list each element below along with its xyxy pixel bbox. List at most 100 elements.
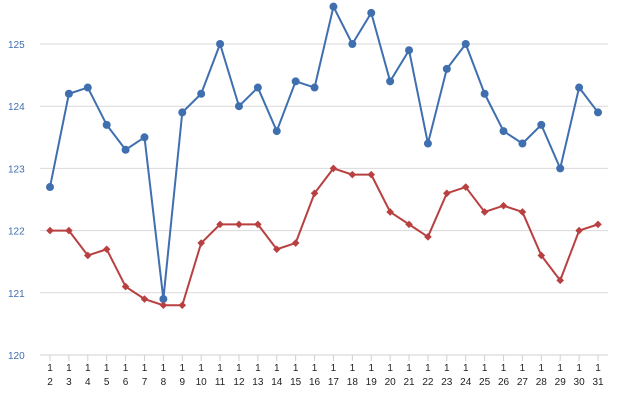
series-1-point	[46, 183, 54, 192]
series-2-point	[461, 183, 470, 191]
series-2-point	[310, 189, 319, 198]
y-tick-label: 124	[8, 102, 25, 113]
x-tick-label: 1 21	[403, 363, 415, 388]
series-1-point	[442, 64, 451, 73]
x-tick-label: 1 23	[441, 363, 453, 388]
series-1-point	[480, 89, 489, 98]
series-1-point	[64, 89, 73, 98]
y-axis: 120 121 122 123 124 125	[8, 40, 25, 362]
x-tick-label: 1 22	[422, 363, 434, 388]
x-tick-label: 1 10	[196, 363, 208, 388]
series-2-point	[424, 233, 432, 241]
x-tick-label: 1 19	[366, 363, 378, 388]
x-tick-label: 1 17	[328, 363, 340, 388]
series-2-point	[443, 189, 451, 198]
x-tick-label: 1 25	[479, 363, 491, 388]
series-2-point	[254, 220, 262, 229]
series-2-point	[102, 245, 111, 254]
series-2-line	[50, 167, 599, 307]
series-2-point	[575, 226, 583, 235]
y-tick-label: 120	[8, 351, 25, 362]
series-2-point	[537, 251, 546, 260]
y-tick-label: 123	[8, 164, 25, 175]
x-axis: 1 2 1 3 1 4 1 5 1 6 1 7 1 8 1 9 1 10 1 11 1 12 1 13 1 14 1 15 1 16 1 17…	[47, 355, 604, 388]
x-tick-label: 1 13	[252, 363, 264, 388]
series-1-point	[537, 120, 546, 129]
x-tick-label: 1 12	[233, 363, 245, 388]
x-tick-label: 1 20	[385, 363, 397, 388]
series-1-point	[310, 83, 319, 92]
series-1-point	[518, 139, 527, 148]
series-2-point	[499, 201, 508, 210]
y-tick-label: 125	[8, 40, 25, 51]
series-1-point	[386, 77, 395, 86]
x-tick-label: 1 29	[555, 363, 567, 388]
series-1-point	[575, 83, 584, 92]
series-1-line	[49, 5, 599, 301]
series-1-point	[594, 108, 602, 117]
series-2-point	[197, 239, 205, 247]
series-2-point	[348, 170, 357, 179]
series-1-point	[272, 127, 281, 136]
y-tick-label: 121	[8, 289, 25, 300]
series-2-point	[121, 282, 130, 291]
series-2-point	[518, 208, 527, 216]
x-tick-label: 1 30	[574, 363, 586, 388]
series-1-point	[197, 89, 206, 98]
x-tick-label: 1 28	[536, 363, 548, 388]
series-1-point	[423, 139, 432, 148]
series-2-point	[480, 208, 489, 216]
series-2-point	[386, 208, 394, 216]
series-1-point	[348, 40, 357, 48]
series-1-point	[178, 108, 187, 117]
series-1-point	[216, 40, 225, 48]
x-tick-label: 1 27	[517, 363, 529, 388]
series-2-point	[159, 301, 168, 310]
series-2-point	[405, 220, 413, 229]
series-1-point	[121, 145, 130, 154]
series-1-point	[102, 120, 111, 129]
x-tick-label: 1 18	[347, 363, 359, 388]
series-1-point	[291, 77, 300, 86]
series-2-point	[329, 164, 338, 173]
series-2-point	[367, 170, 376, 179]
series-1-point	[234, 102, 243, 111]
series-2-point	[46, 226, 54, 235]
series-2-point	[83, 251, 92, 260]
series-1-point	[83, 83, 92, 92]
series-2-point	[65, 226, 73, 235]
series-1-point	[253, 83, 262, 92]
x-tick-label: 1 26	[498, 363, 510, 388]
series-2-point	[140, 295, 149, 303]
series-1-point	[329, 2, 338, 11]
series-1-point	[367, 8, 376, 17]
x-tick-label: 1 14	[271, 363, 283, 388]
y-tick-label: 122	[8, 227, 25, 238]
x-tick-label: 1 16	[309, 363, 321, 388]
x-tick-label: 1 15	[290, 363, 302, 388]
series-2-point	[594, 220, 602, 229]
x-tick-label: 1 31	[592, 363, 604, 388]
series-1-point	[405, 46, 414, 55]
series-2-point	[272, 245, 281, 254]
gridlines	[40, 43, 608, 356]
x-tick-label: 1 11	[215, 363, 226, 388]
x-tick-label: 1 24	[460, 363, 472, 388]
series-2-point	[556, 276, 565, 285]
series-2-point	[235, 220, 243, 229]
series-2-point	[216, 220, 224, 229]
series-1-point	[556, 164, 565, 173]
series-1-point	[159, 295, 168, 304]
series-group	[46, 2, 602, 310]
series-2-point	[178, 301, 187, 310]
series-1-point	[140, 133, 149, 142]
